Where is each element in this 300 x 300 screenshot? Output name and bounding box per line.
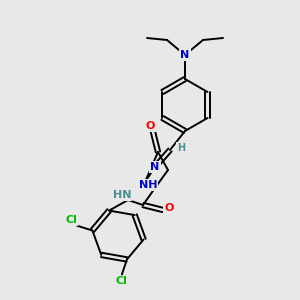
Text: N: N [150,162,160,172]
Text: N: N [180,50,190,60]
Text: O: O [145,121,155,131]
Text: Cl: Cl [116,276,128,286]
Text: H: H [177,143,185,153]
Text: Cl: Cl [65,215,77,226]
Text: NH: NH [139,180,157,190]
Text: HN: HN [113,190,131,200]
Text: O: O [164,203,174,213]
